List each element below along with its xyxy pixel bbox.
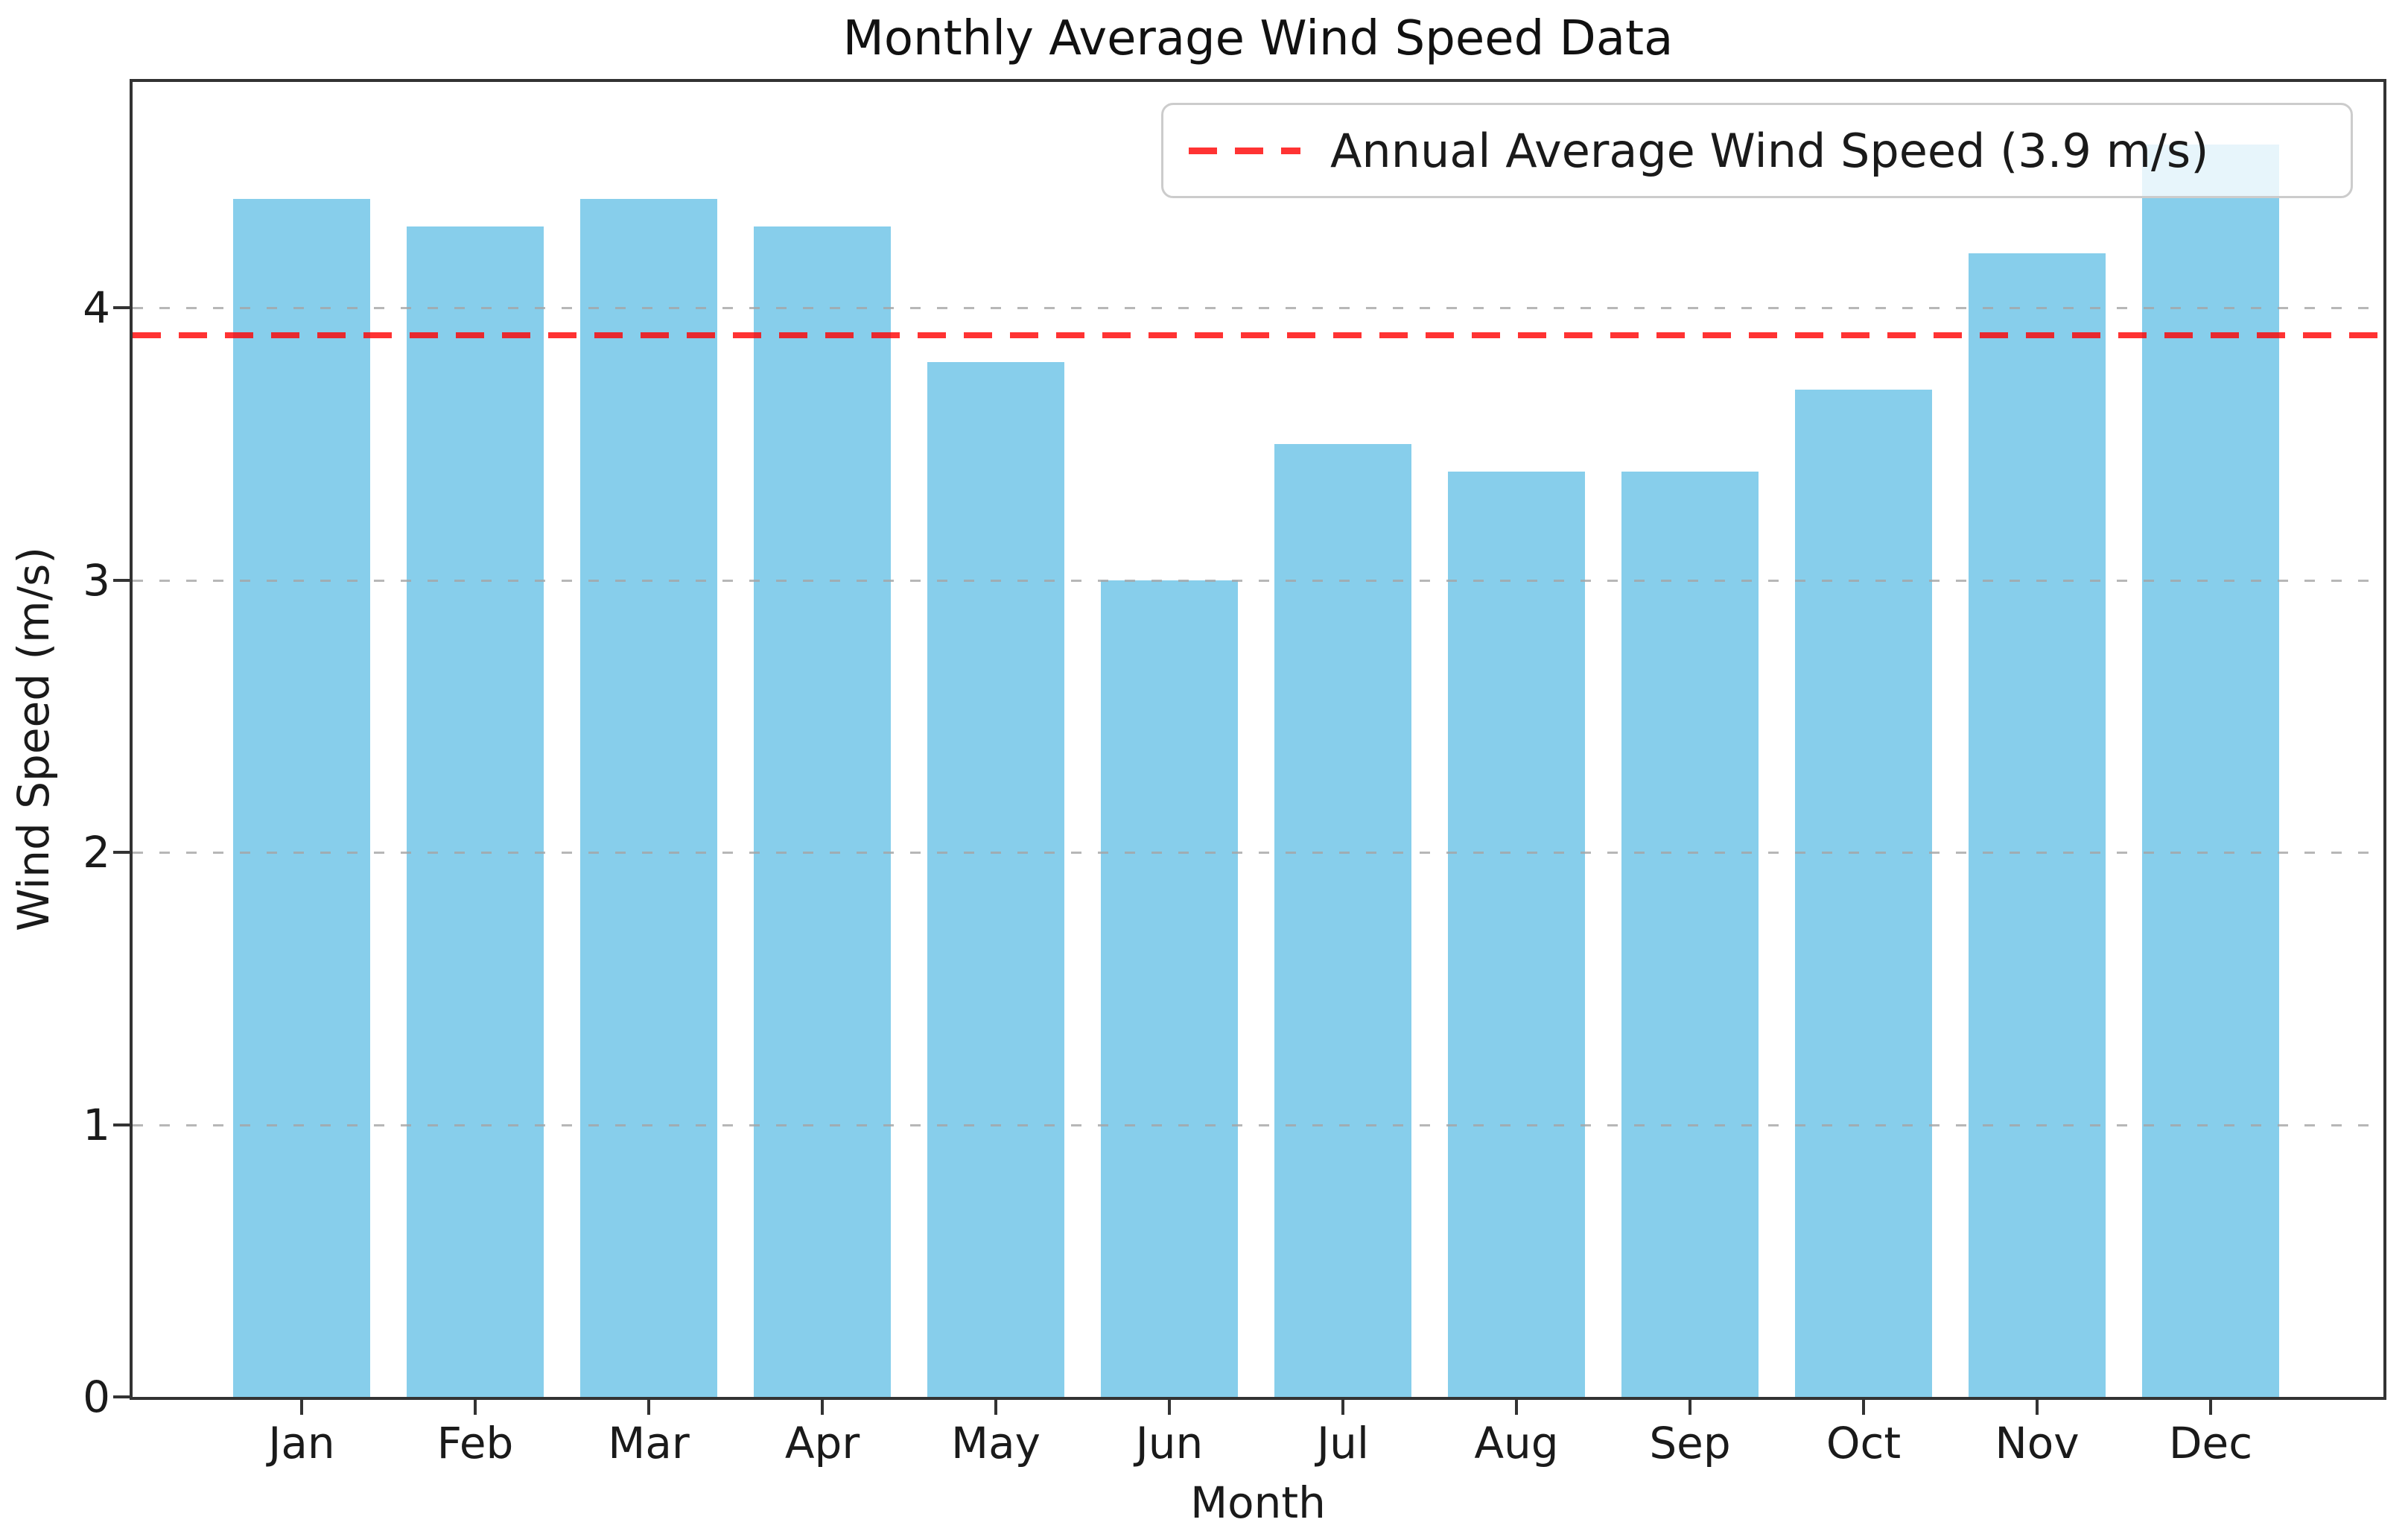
bar-may <box>927 362 1064 1397</box>
bar-mar <box>580 199 717 1397</box>
x-tick-mark-nov <box>2036 1400 2039 1415</box>
x-tick-mark-sep <box>1689 1400 1691 1415</box>
gridline-y4 <box>133 307 2383 310</box>
x-tick-mark-oct <box>1862 1400 1865 1415</box>
chart-title: Monthly Average Wind Speed Data <box>842 11 1674 66</box>
x-tick-mark-aug <box>1515 1400 1518 1415</box>
y-tick-mark-1 <box>113 1123 130 1126</box>
legend-dashed-line-swatch <box>1189 147 1300 154</box>
x-tick-label-aug: Aug <box>1474 1418 1559 1468</box>
bar-dec <box>2142 145 2279 1397</box>
x-tick-mark-may <box>994 1400 997 1415</box>
x-tick-label-feb: Feb <box>436 1418 514 1468</box>
bar-jul <box>1274 444 1411 1397</box>
x-tick-mark-jul <box>1341 1400 1344 1415</box>
x-axis-label: Month <box>1190 1477 1326 1528</box>
y-tick-label-1: 1 <box>83 1099 110 1150</box>
gridline-y2 <box>133 852 2383 855</box>
x-tick-label-mar: Mar <box>608 1418 690 1468</box>
bar-apr <box>754 226 891 1397</box>
bar-feb <box>407 226 544 1397</box>
x-tick-label-may: May <box>951 1418 1041 1468</box>
x-tick-label-jul: Jul <box>1317 1418 1369 1468</box>
x-tick-mark-dec <box>2209 1400 2212 1415</box>
x-tick-label-nov: Nov <box>1995 1418 2080 1468</box>
y-tick-label-0: 0 <box>83 1372 110 1422</box>
gridline-y3 <box>133 579 2383 582</box>
legend-label: Annual Average Wind Speed (3.9 m/s) <box>1330 123 2209 178</box>
x-tick-label-oct: Oct <box>1826 1418 1902 1468</box>
y-tick-mark-3 <box>113 578 130 582</box>
y-tick-label-4: 4 <box>83 282 110 334</box>
x-tick-mark-apr <box>821 1400 824 1415</box>
legend: Annual Average Wind Speed (3.9 m/s) <box>1161 103 2353 198</box>
annual-average-line <box>133 332 2383 338</box>
y-axis-label: Wind Speed (m/s) <box>8 547 59 931</box>
bar-aug <box>1448 472 1585 1397</box>
y-tick-label-2: 2 <box>83 827 110 878</box>
y-tick-mark-4 <box>113 306 130 310</box>
x-tick-mark-feb <box>474 1400 477 1415</box>
x-tick-mark-jun <box>1168 1400 1171 1415</box>
x-tick-mark-mar <box>647 1400 650 1415</box>
y-tick-mark-2 <box>113 851 130 855</box>
x-tick-label-sep: Sep <box>1649 1418 1731 1468</box>
x-tick-label-dec: Dec <box>2168 1418 2253 1468</box>
bar-oct <box>1795 390 1932 1397</box>
bar-nov <box>1969 253 2106 1397</box>
x-tick-label-jan: Jan <box>268 1418 335 1468</box>
plot-area: Annual Average Wind Speed (3.9 m/s) Mont… <box>83 79 2386 1528</box>
bar-jan <box>233 199 370 1397</box>
x-tick-label-jun: Jun <box>1135 1418 1204 1468</box>
bar-jun <box>1101 580 1238 1397</box>
bar-sep <box>1621 472 1759 1397</box>
y-tick-mark-0 <box>113 1395 130 1398</box>
x-tick-label-apr: Apr <box>784 1418 860 1468</box>
gridline-y1 <box>133 1123 2383 1126</box>
x-tick-mark-jan <box>300 1400 303 1415</box>
y-tick-label-3: 3 <box>83 554 110 606</box>
